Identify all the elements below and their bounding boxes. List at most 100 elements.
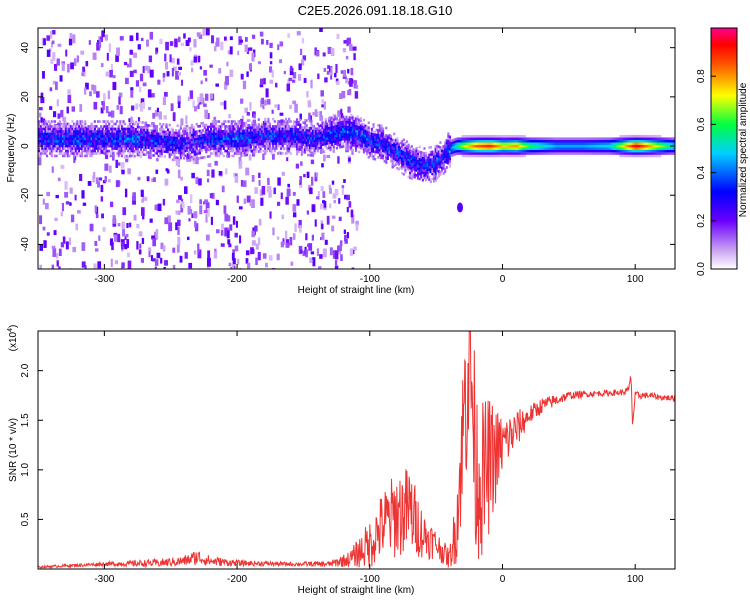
spectrogram-cell <box>251 230 255 238</box>
spectrogram-cell <box>342 47 347 53</box>
spectrogram-cell <box>539 142 542 145</box>
spectrogram-cell <box>152 132 155 135</box>
spectrogram-cell <box>233 144 237 148</box>
spectrogram-cell <box>359 119 362 123</box>
spectrogram-cell <box>157 139 160 143</box>
spectrogram-cell <box>225 137 229 141</box>
spectrogram-cell <box>389 137 393 141</box>
spectrogram-cell <box>170 148 173 152</box>
spectrogram-cell <box>625 149 628 153</box>
spectrogram-cell <box>58 147 61 150</box>
spectrogram-cell <box>609 147 612 150</box>
spectrogram-cell <box>501 154 504 158</box>
spectrogram-cell <box>560 139 563 143</box>
spectrogram-cell <box>639 134 643 138</box>
spectrogram-cell <box>488 147 491 150</box>
spectrogram-cell <box>85 127 88 131</box>
spectrogram-cell <box>477 149 480 153</box>
spectrogram-cell <box>130 132 133 136</box>
spectrogram-cell <box>171 138 174 142</box>
spectrogram-cell <box>509 152 512 155</box>
spectrogram-cell <box>485 154 488 158</box>
spectrogram-cell <box>206 133 210 136</box>
spectrogram-cell <box>426 163 429 167</box>
spectrogram-cell <box>539 152 542 155</box>
spectrogram-cell <box>289 65 293 72</box>
spectrogram-cell <box>109 137 112 141</box>
spectrogram-cell <box>340 108 343 115</box>
spectrogram-cell <box>138 133 141 136</box>
spectrogram-cell <box>620 144 624 148</box>
spectrogram-cell <box>117 127 120 131</box>
spectrogram-cell <box>136 145 139 148</box>
spectrogram-cell <box>178 141 181 145</box>
spectrogram-cell <box>133 149 136 153</box>
spectrogram-cell <box>541 137 544 141</box>
spectrogram-cell <box>264 99 267 106</box>
spectrogram-cell <box>483 147 487 150</box>
spectrogram-cell <box>154 144 157 148</box>
spectrogram-cell <box>628 142 632 145</box>
spectrogram-cell <box>69 147 73 150</box>
spectrogram-cell <box>194 220 197 228</box>
spectrogram-cell <box>641 142 644 145</box>
spectrogram-cell <box>202 29 206 36</box>
spectrogram-cell <box>162 135 165 139</box>
spectrogram-cell <box>453 145 456 149</box>
spectrogram-cell <box>151 141 154 145</box>
spectrogram-cell <box>275 147 278 150</box>
spectrogram-cell <box>358 128 361 132</box>
spectrogram-cell <box>200 80 203 85</box>
spectrogram-cell <box>432 165 436 168</box>
spectrogram-cell <box>587 149 590 153</box>
spectrogram-cell <box>515 142 518 145</box>
spectrogram-cell <box>251 136 254 139</box>
spectrogram-cell <box>49 149 52 153</box>
spectrogram-cell <box>84 147 87 150</box>
spectrogram-cell <box>197 137 200 141</box>
spectrogram-cell <box>120 125 124 128</box>
spectrogram-cell <box>179 134 182 138</box>
spectrogram-cell <box>289 120 292 123</box>
spectrogram-cell <box>154 259 159 266</box>
spectrogram-cell <box>488 154 491 158</box>
spectrogram-cell <box>566 139 569 143</box>
spectrogram-cell <box>300 161 303 166</box>
spectrogram-cell <box>659 134 662 138</box>
spectrogram-cell <box>359 117 362 120</box>
spectrogram-cell <box>63 116 67 122</box>
spectrogram-cell <box>647 149 651 153</box>
spectrogram-cell <box>206 208 210 217</box>
spectrogram-cell <box>448 152 452 156</box>
spectrogram-cell <box>39 139 42 143</box>
spectrogram-cell <box>525 152 528 155</box>
spectrogram-cell <box>346 145 350 149</box>
spectrogram-cell <box>469 144 472 148</box>
spectrogram-cell <box>348 126 351 129</box>
spectrogram-cell <box>165 133 168 136</box>
spectrogram-cell <box>439 148 442 152</box>
spectrogram-cell <box>283 142 286 145</box>
spectrogram-cell <box>233 139 237 143</box>
spectrogram-cell <box>571 149 574 153</box>
spectrogram-cell <box>225 134 229 138</box>
spectrogram-cell <box>202 139 205 142</box>
spectrogram-cell <box>172 264 176 269</box>
spectrogram-cell <box>279 112 284 116</box>
spectrogram-cell <box>109 142 112 145</box>
spectrogram-cell <box>122 134 125 138</box>
spectrogram-cell <box>596 142 600 145</box>
spectrogram-cell <box>506 139 509 143</box>
spectrogram-cell <box>495 142 498 145</box>
spectrogram-cell <box>106 139 109 143</box>
spectrogram-cell <box>224 127 227 131</box>
spectrogram-cell <box>358 123 361 127</box>
spectrogram-cell <box>182 144 186 148</box>
spectrogram-cell <box>165 148 168 151</box>
spectrogram-cell <box>272 132 275 136</box>
spectrogram-cell <box>611 139 614 143</box>
spectrogram-cell <box>439 170 442 174</box>
spectrogram-cell <box>329 116 333 120</box>
spectrogram-cell <box>186 144 189 148</box>
spectrogram-cell <box>641 134 644 138</box>
